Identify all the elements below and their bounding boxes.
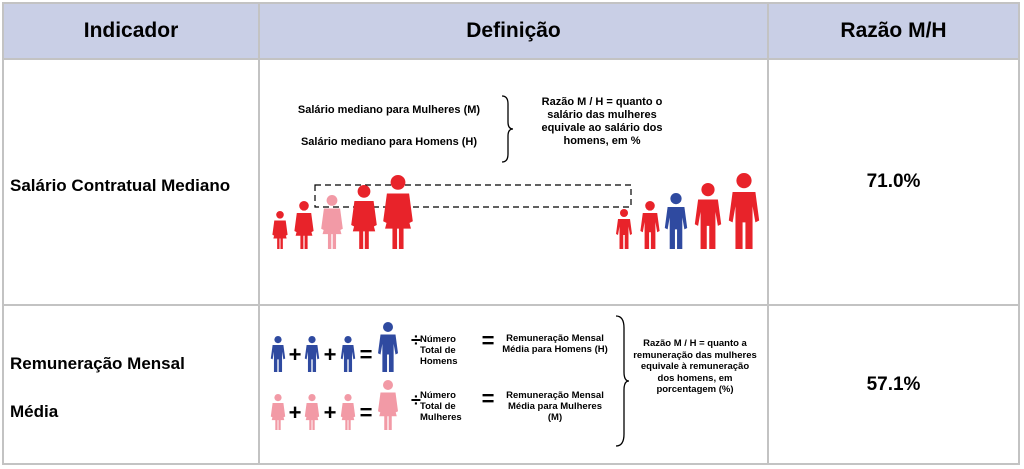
- person-icon: [378, 322, 398, 372]
- men-result-label: Remuneração Mensal Média para Homens (H): [502, 333, 608, 355]
- plus-sign: +: [289, 342, 302, 367]
- header-definition: Definição: [258, 2, 769, 60]
- row1-explanation: Razão M / H = quanto o salário das mulhe…: [541, 96, 663, 147]
- row1-indicator-label: Salário Contratual Mediano: [10, 176, 231, 195]
- row1-indicator-cell: Salário Contratual Mediano: [2, 58, 260, 306]
- row1-definition-cell: Salário mediano para Mulheres (M) Salári…: [258, 58, 769, 306]
- row1-ratio-value: 71.0%: [866, 171, 921, 192]
- women-count-label: Número Total de Mulheres: [420, 390, 462, 423]
- person-icon: [321, 195, 343, 249]
- row2-indicator-label-line1: Remuneração Mensal: [10, 354, 185, 373]
- person-icon: [383, 175, 413, 249]
- row2-indicator-cell: Remuneração Mensal Média: [2, 304, 260, 465]
- person-icon: [270, 394, 286, 430]
- person-icon: [270, 336, 286, 372]
- row2-indicator-label-line2: Média: [10, 402, 59, 421]
- person-icon: [728, 173, 760, 249]
- person-icon: [294, 201, 314, 249]
- row2-definition-cell: + + = + + = ÷ Número Total de Homens = Remune…: [258, 304, 769, 465]
- people-equation-illustration: + + = + + =: [270, 322, 398, 430]
- men-median-label: Salário mediano para Homens (H): [300, 136, 478, 148]
- person-icon: [340, 394, 356, 430]
- row1-ratio-cell: 71.0%: [767, 58, 1020, 306]
- person-icon: [351, 185, 377, 249]
- plus-sign: +: [289, 400, 302, 425]
- plus-sign: +: [324, 400, 337, 425]
- equals-sign: =: [360, 400, 373, 425]
- row2-ratio-cell: 57.1%: [767, 304, 1020, 465]
- equals-sign-women: =: [481, 386, 495, 411]
- row2-explanation: Razão M / H = quanto a remuneração das m…: [633, 338, 757, 395]
- divide-sign-women: ÷: [411, 390, 421, 410]
- divide-sign-men: ÷: [411, 330, 421, 350]
- person-icon: [304, 394, 320, 430]
- person-icon: [304, 336, 320, 372]
- person-icon: [340, 336, 356, 372]
- person-icon: [272, 211, 288, 249]
- dashed-comparison-box: [314, 184, 632, 208]
- row2-ratio-value: 57.1%: [866, 373, 921, 395]
- person-icon: [378, 380, 398, 430]
- header-ratio: Razão M/H: [767, 2, 1020, 60]
- person-icon: [694, 183, 722, 249]
- person-icon: [640, 201, 660, 249]
- women-median-label: Salário mediano para Mulheres (M): [297, 104, 481, 116]
- header-indicator: Indicador: [2, 2, 260, 60]
- curly-brace: [501, 95, 514, 163]
- person-icon: [616, 209, 632, 249]
- plus-sign: +: [324, 342, 337, 367]
- men-count-label: Número Total de Homens: [420, 334, 458, 367]
- women-result-label: Remuneração Mensal Média para Mulheres (…: [506, 390, 604, 423]
- equals-sign-men: =: [481, 328, 495, 353]
- equals-sign: =: [360, 342, 373, 367]
- person-icon: [664, 193, 688, 249]
- curly-brace: [615, 315, 630, 447]
- people-illustration: [272, 173, 760, 249]
